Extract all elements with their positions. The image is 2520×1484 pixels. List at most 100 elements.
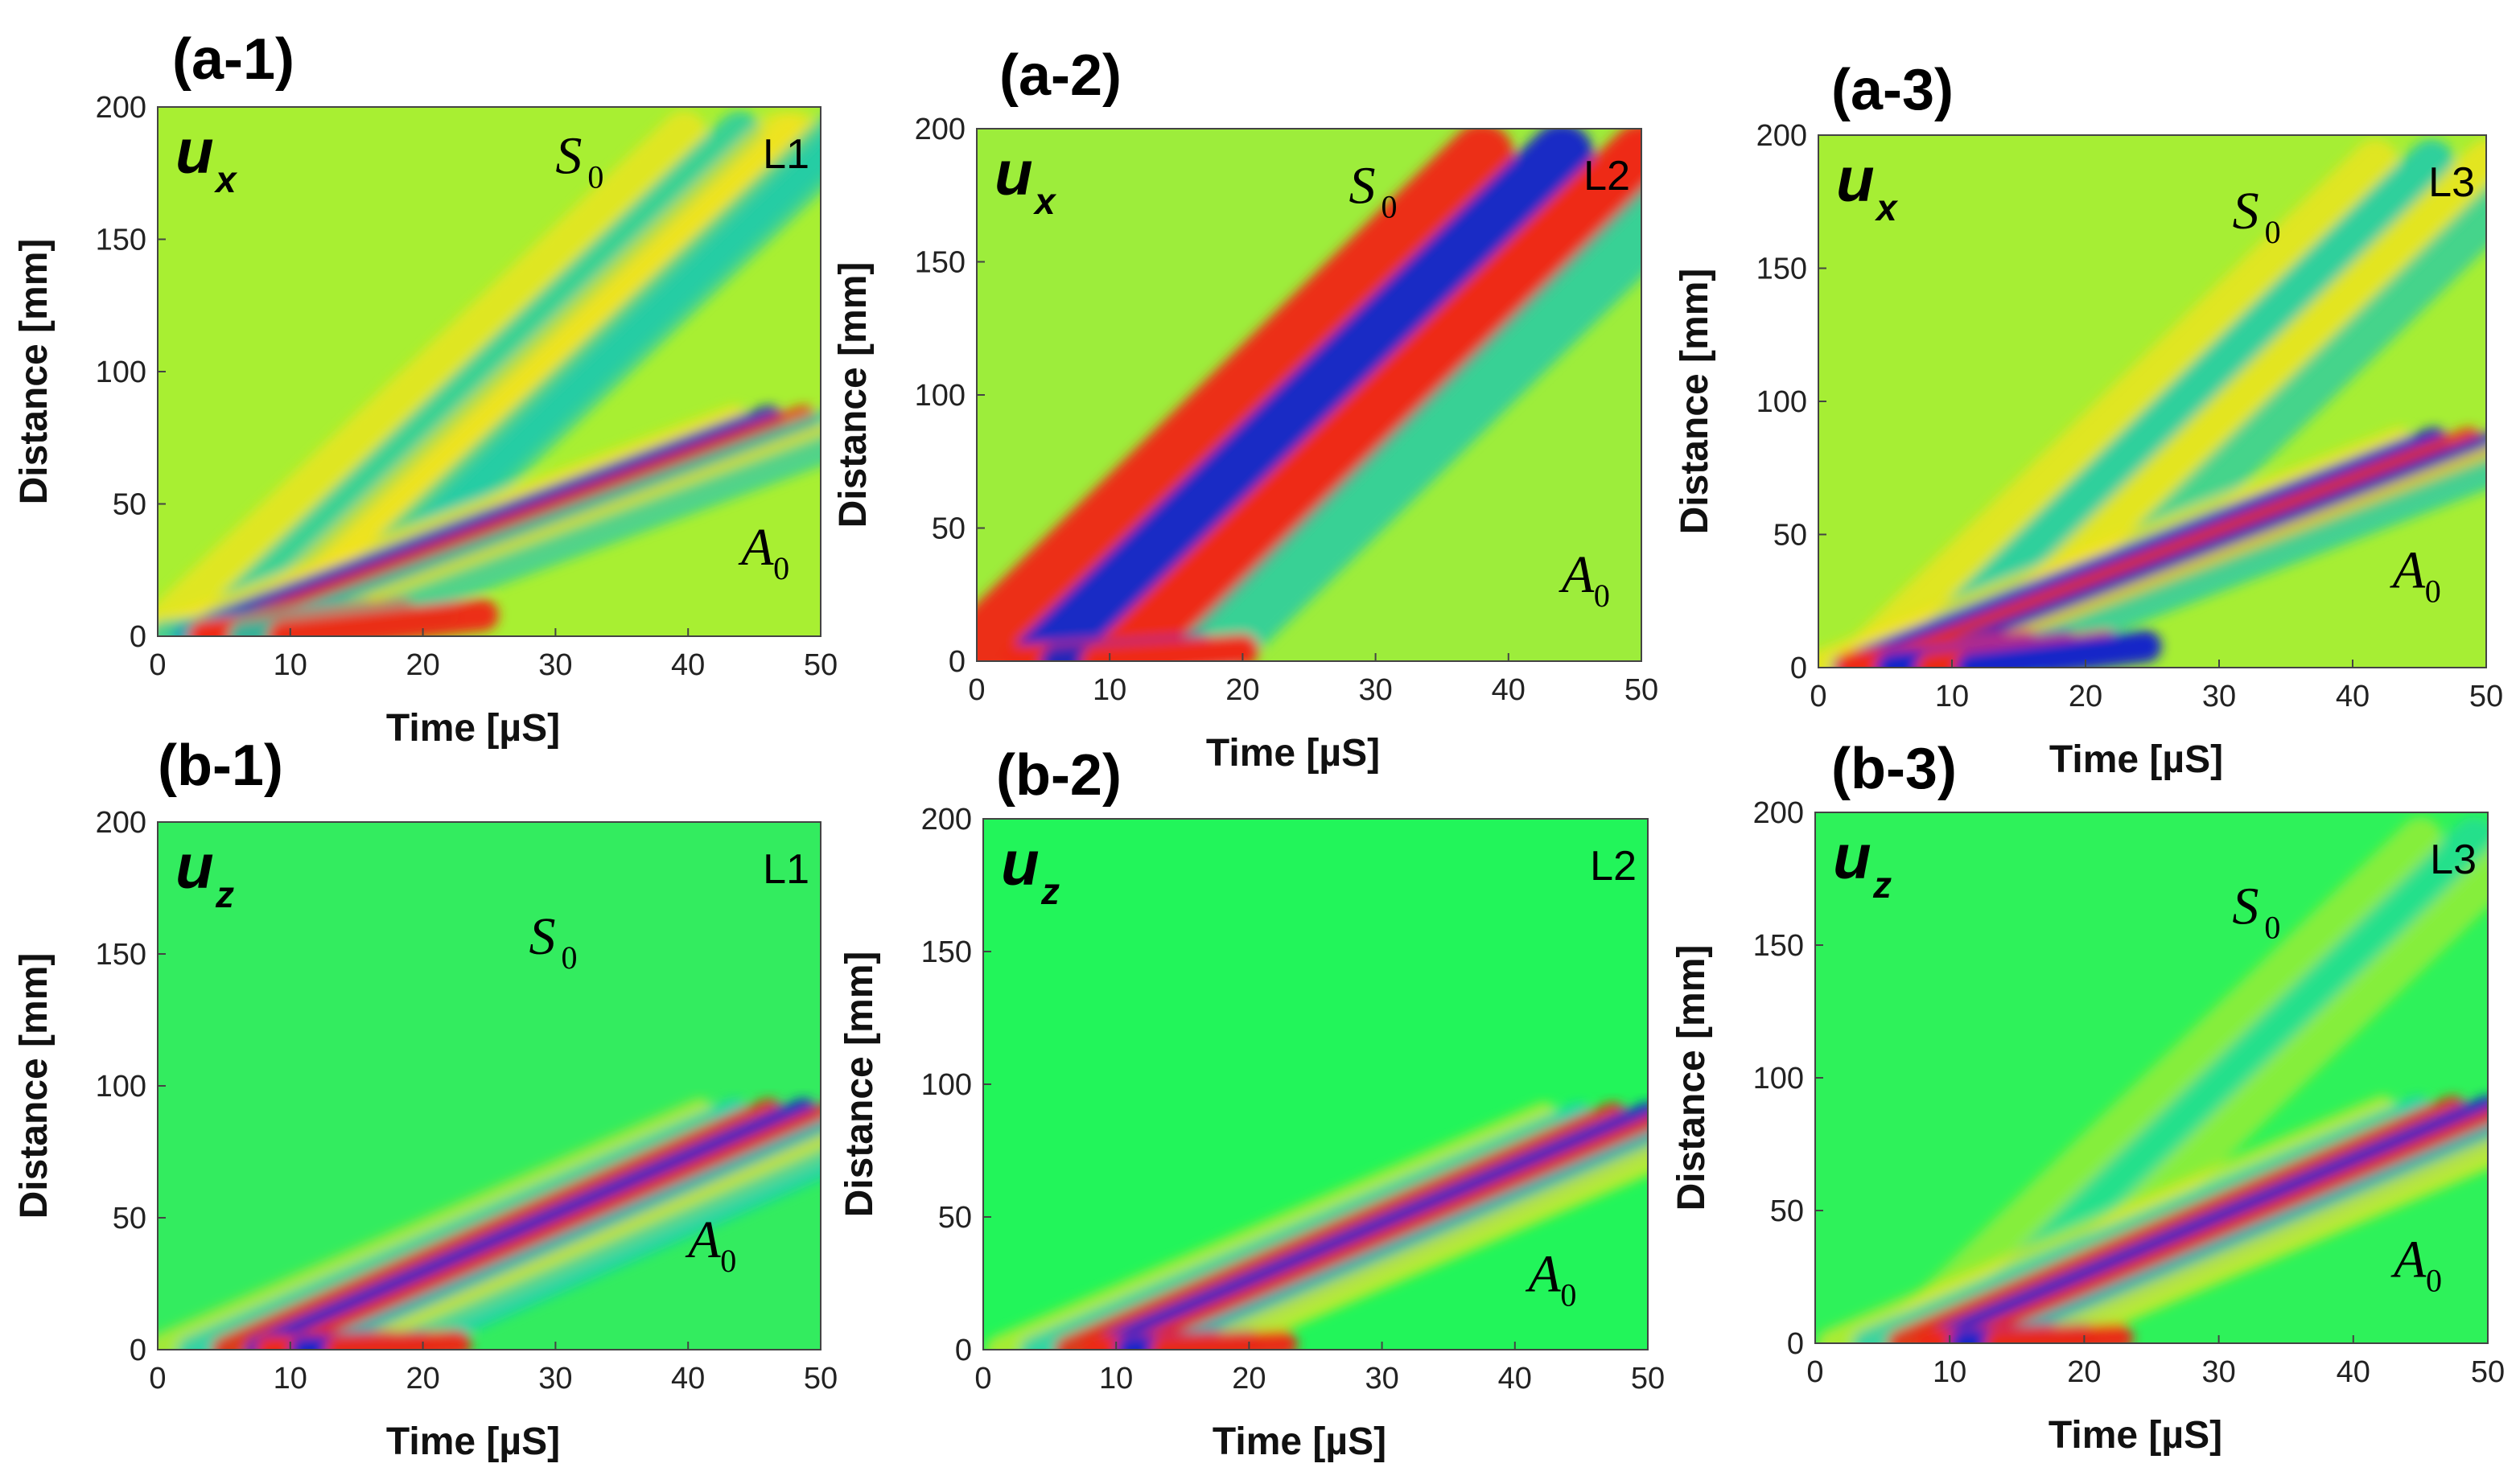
y-tick-label: 50 <box>113 488 146 522</box>
panel-title: (b-2) <box>996 743 1122 808</box>
mode-label: A <box>1559 545 1595 604</box>
layer-label: L3 <box>2430 837 2477 883</box>
mode-label: S <box>2233 182 2259 240</box>
x-tick-label: 0 <box>149 648 166 682</box>
mode-subscript: 0 <box>561 939 577 976</box>
wave-band-1-stripe-5 <box>1971 459 2486 668</box>
x-tick-label: 0 <box>968 673 985 707</box>
wave-field <box>1818 139 2486 668</box>
layer-label: L1 <box>763 846 809 893</box>
mode-subscript: 0 <box>2265 214 2281 250</box>
x-tick-label: 50 <box>2471 1355 2505 1389</box>
y-tick-label: 150 <box>96 224 146 257</box>
x-tick-label: 50 <box>804 648 838 682</box>
x-tick-label: 30 <box>1365 1362 1398 1396</box>
wave-band-0-stripe-0 <box>1831 139 2399 668</box>
component-label: u <box>1836 144 1875 215</box>
mode-subscript: 0 <box>2264 910 2280 946</box>
wave-band-0-stripe-4 <box>280 1104 821 1350</box>
mode-subscript: 0 <box>1594 578 1610 614</box>
wave-band-0-stripe-0 <box>977 129 1514 661</box>
x-tick-label: 0 <box>974 1362 991 1396</box>
x-tick-label: 10 <box>1093 673 1126 707</box>
x-axis-label: Time [µS] <box>2049 738 2223 781</box>
x-tick-label: 0 <box>1806 1355 1823 1389</box>
y-tick-label: 200 <box>915 113 966 146</box>
layer-label: L2 <box>1590 843 1637 890</box>
mode-label: A <box>2390 1231 2427 1289</box>
x-axis-label: Time [µS] <box>386 707 560 750</box>
x-tick-label: 0 <box>149 1362 166 1396</box>
wave-field <box>158 111 821 636</box>
layer-label: L3 <box>2428 159 2475 206</box>
x-axis-label: Time [µS] <box>1206 732 1380 775</box>
panel-b-1: 0 50 100 150 200 0 10 20 30 40 50 Time [µS] Distance… <box>13 734 838 1463</box>
x-tick-label: 20 <box>2069 680 2102 713</box>
y-axis-label: Distance [mm] <box>832 262 875 528</box>
mode-subscript: 0 <box>773 550 789 586</box>
x-tick-label: 20 <box>1225 673 1259 707</box>
component-subscript: x <box>1874 187 1899 228</box>
y-tick-label: 200 <box>921 803 972 837</box>
mode-label: A <box>1525 1244 1561 1303</box>
y-tick-label: 150 <box>1753 929 1804 963</box>
panel-title: (b-1) <box>158 734 283 798</box>
y-tick-label: 100 <box>1756 385 1807 419</box>
component-label: u <box>994 138 1033 208</box>
wave-field <box>158 1098 821 1350</box>
x-tick-label: 40 <box>671 648 705 682</box>
y-tick-label: 150 <box>921 935 972 969</box>
y-tick-label: 150 <box>96 938 146 972</box>
y-tick-label: 50 <box>932 512 966 546</box>
component-subscript: x <box>1032 180 1057 222</box>
x-tick-label: 10 <box>1933 1355 1966 1389</box>
wave-band-0-stripe-1 <box>187 111 763 636</box>
y-tick-label: 50 <box>113 1202 146 1235</box>
wave-band-3-stripe-3 <box>267 598 499 636</box>
component-subscript: z <box>1040 870 1060 912</box>
x-tick-label: 0 <box>1810 680 1826 713</box>
panel-a-1: 0 50 100 150 200 0 10 20 30 40 50 Time [µS] Distance… <box>13 27 838 750</box>
x-tick-label: 40 <box>671 1362 705 1396</box>
y-tick-label: 0 <box>949 645 966 679</box>
wave-band-0-stripe-3 <box>245 1098 817 1350</box>
panel-title: (a-3) <box>1831 58 1954 122</box>
wave-band-2-stripe-5 <box>309 436 821 636</box>
y-tick-label: 0 <box>1790 652 1807 685</box>
x-tick-label: 30 <box>2201 1355 2235 1389</box>
x-tick-label: 50 <box>1631 1362 1665 1396</box>
x-tick-label: 10 <box>1935 680 1969 713</box>
x-tick-label: 50 <box>804 1362 838 1396</box>
wave-band-1-stripe-2 <box>1150 1330 1298 1350</box>
x-tick-label: 40 <box>1492 673 1526 707</box>
layer-label: L2 <box>1583 153 1630 199</box>
component-label: u <box>175 116 214 187</box>
mode-label: S <box>555 126 582 185</box>
x-tick-label: 20 <box>406 1362 439 1396</box>
x-tick-label: 20 <box>1232 1362 1266 1396</box>
x-tick-label: 30 <box>538 648 572 682</box>
component-subscript: z <box>1872 864 1892 906</box>
wave-band-0-stripe-1 <box>1011 129 1594 661</box>
y-tick-label: 0 <box>130 1334 146 1367</box>
layer-label: L1 <box>763 131 809 178</box>
y-tick-label: 50 <box>938 1201 972 1235</box>
wave-band-0-stripe-6 <box>1192 1145 1648 1350</box>
wave-band-0-stripe-1 <box>177 1098 749 1350</box>
x-tick-label: 10 <box>274 1362 307 1396</box>
mode-label: A <box>2390 541 2426 600</box>
component-subscript: x <box>213 158 238 200</box>
x-tick-label: 40 <box>1498 1362 1532 1396</box>
y-tick-label: 100 <box>96 356 146 389</box>
y-axis-label: Distance [mm] <box>13 953 56 1219</box>
wave-band-0-stripe-0 <box>158 1098 714 1350</box>
mode-subscript: 0 <box>587 158 603 195</box>
panel-title: (a-1) <box>172 27 294 92</box>
mode-label: S <box>529 907 555 966</box>
panel-title: (a-2) <box>999 43 1122 108</box>
y-tick-label: 100 <box>915 379 966 413</box>
y-tick-label: 0 <box>1787 1327 1804 1361</box>
wave-band-0-stripe-2 <box>1091 129 1641 661</box>
mode-label: S <box>2232 878 2259 936</box>
